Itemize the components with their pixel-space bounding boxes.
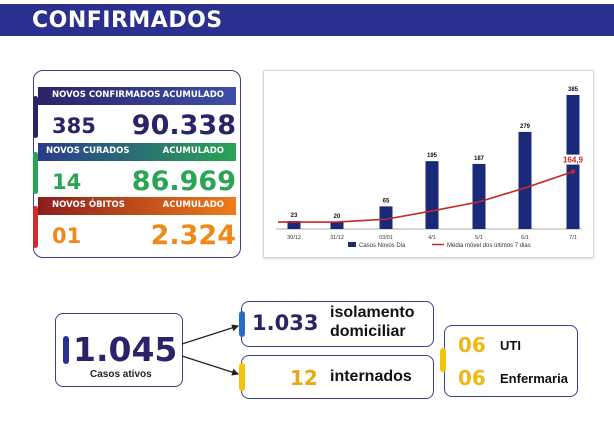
confirmed-new: 385 [52,114,96,138]
legend-line-label: Média móvel dos últimos 7 dias [447,243,531,249]
uti-value: 06 [458,333,486,357]
home-isolation-accent [239,311,245,337]
split-arrows [181,324,240,376]
x-tick-label: 4/1 [428,235,436,241]
recovered-accent [33,152,38,194]
bar-value-label: 279 [520,124,531,130]
deaths-acc-label: ACUMULADO [162,200,224,210]
recovered-label: NOVOS CURADOS [46,146,130,156]
page-title: CONFIRMADOS [32,8,223,33]
home-isolation-value: 1.033 [252,311,319,335]
confirmed-total: 90.338 [131,110,236,141]
home-isolation-box [241,301,434,347]
active-cases-accent [63,336,69,364]
hospital-split-accent [440,348,446,372]
chart-card: 164,9 23 30/12 20 31/12 65 03/01 195 4/1 187 5/1 2… [263,70,594,258]
x-tick-label: 03/01 [379,235,393,241]
home-isolation-label-1: isolamento [330,304,415,321]
deaths-label: NOVOS ÓBITOS [52,200,125,210]
deaths-accent [33,206,38,248]
bar-5/1 [472,163,486,229]
home-isolation-label-2: domiciliar [330,323,406,340]
highlight-label: 164,9 [563,156,584,165]
x-tick-label: 31/12 [330,235,344,241]
recovered-acc-label: ACUMULADO [162,146,224,156]
deaths-new: 01 [52,224,82,248]
confirmed-header: NOVOS CONFIRMADOS ACUMULADO [38,87,236,105]
moving-average-end-point [570,169,576,174]
cases-chart: 164,9 23 30/12 20 31/12 65 03/01 195 4/1 187 5/1 2… [276,87,584,249]
recovered-total: 86.969 [131,166,236,197]
x-tick-label: 30/12 [287,235,301,241]
active-cases-value: 1.045 [73,330,178,369]
bar-value-label: 23 [291,213,298,219]
ward-label: Enfermaria [500,371,568,386]
moving-average-line [278,170,574,223]
active-cases-box [55,313,183,387]
bar-value-label: 20 [334,214,341,220]
bar-31/12 [330,222,344,229]
recovered-header: NOVOS CURADOS ACUMULADO [38,143,236,161]
hospitalized-value: 12 [290,366,318,390]
x-tick-label: 5/1 [475,235,483,241]
confirmed-accent [33,96,38,138]
x-tick-label: 7/1 [569,235,577,241]
bar-30/12 [287,220,301,229]
bar-value-label: 65 [383,198,390,204]
bar-value-label: 385 [568,87,579,93]
hospital-split-box [444,325,578,397]
highlight-label-bg [562,154,584,165]
ward-value: 06 [458,366,486,390]
recovered-new: 14 [52,170,82,194]
home-isolation-label: isolamento domiciliar [330,303,414,341]
header-bar: CONFIRMADOS [0,4,614,36]
confirmed-label: NOVOS CONFIRMADOS [52,90,161,100]
bar-4/1 [425,161,439,229]
bar-value-label: 195 [427,153,438,159]
deaths-total: 2.324 [150,220,236,251]
x-tick-label: 6/1 [521,235,529,241]
hospitalized-box [241,355,434,399]
active-cases-label: Casos ativos [90,369,152,380]
bar-6/1 [518,131,532,229]
legend-bar-label: Casos Novos Dia [359,243,406,249]
hospitalized-accent [239,363,245,391]
bar-value-label: 187 [474,156,485,162]
uti-label: UTI [500,338,521,353]
deaths-header: NOVOS ÓBITOS ACUMULADO [38,197,236,215]
hospitalized-label: internados [330,368,412,385]
confirmed-acc-label: ACUMULADO [162,90,224,100]
legend-bar-swatch [348,242,356,247]
bar-03/01 [379,206,393,229]
